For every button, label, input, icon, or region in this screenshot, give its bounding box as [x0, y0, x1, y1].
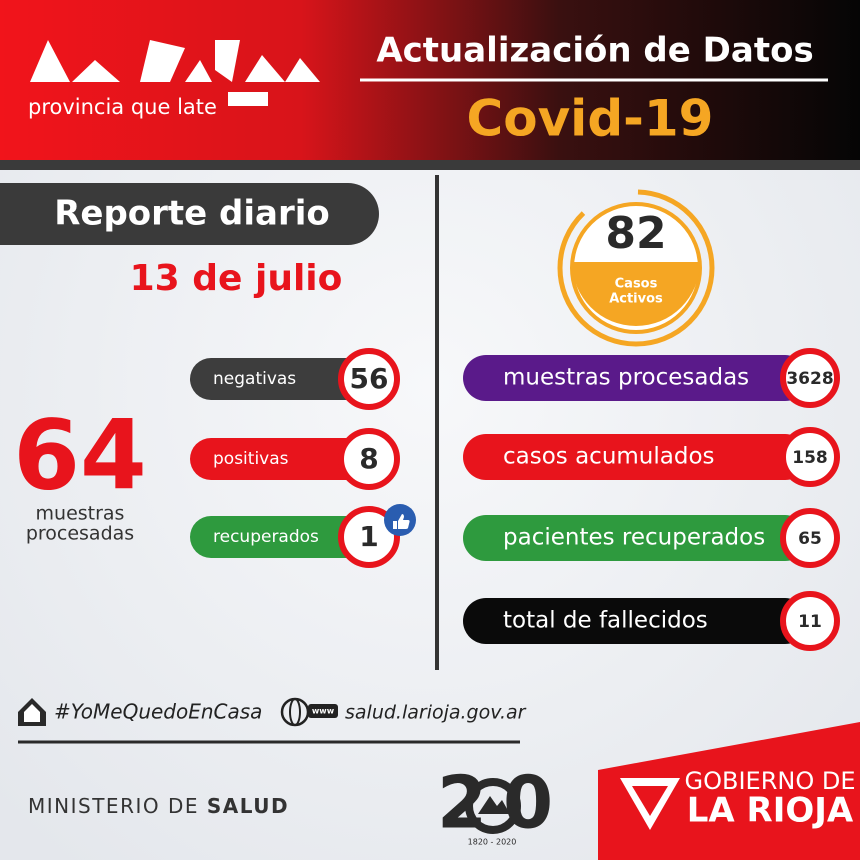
- cumulative-pill: [463, 434, 808, 480]
- ministry: MINISTERIO DE SALUD: [28, 794, 289, 818]
- cumulative-label: muestras procesadas: [503, 365, 749, 391]
- like-icon: [393, 514, 410, 529]
- daily-total: 64: [13, 399, 147, 511]
- government-text: GOBIERNO DE: [685, 767, 856, 795]
- cumulative-badge: [780, 508, 840, 568]
- daily-total-label: muestras: [36, 503, 125, 525]
- anniversary-years: 1820 - 2020: [468, 838, 517, 847]
- government-text: LA RIOJA: [687, 791, 854, 831]
- item-value: 1: [359, 520, 378, 553]
- active-value: 82: [605, 208, 666, 259]
- report-title: Reporte diario: [54, 194, 330, 234]
- cumulative-pill: [463, 598, 808, 644]
- cumulative-badge: [780, 591, 840, 651]
- government-band: [598, 722, 860, 860]
- cumulative-pill: [463, 515, 808, 561]
- government-logo: [632, 786, 668, 816]
- cumulative-badge: [780, 427, 840, 487]
- cumulative-value: 65: [798, 529, 822, 549]
- hashtag: #YoMeQuedoEnCasa: [54, 700, 262, 724]
- report-date: 13 de julio: [130, 258, 343, 299]
- cumulative-label: casos acumulados: [503, 444, 715, 470]
- anniversary-emblem: [465, 778, 521, 834]
- website: salud.larioja.gov.ar: [345, 702, 527, 724]
- cumulative-value: 158: [792, 448, 828, 468]
- www: www: [312, 707, 335, 716]
- header-subtitle: Covid-19: [467, 90, 714, 148]
- anniversary-digit: 2: [437, 761, 487, 845]
- item-pill: [190, 358, 370, 400]
- logo: [30, 40, 320, 106]
- item-label: negativas: [213, 369, 296, 389]
- item-badge: [338, 348, 400, 410]
- cumulative-value: 11: [798, 612, 822, 632]
- header-strip: [0, 160, 860, 170]
- active-ring: [557, 189, 715, 347]
- item-pill: [190, 438, 370, 480]
- active-label: Activos: [609, 292, 663, 307]
- item-value: 8: [359, 442, 378, 475]
- item-label: recuperados: [213, 527, 319, 547]
- anniversary-emblem: [478, 796, 510, 814]
- www-box: [308, 704, 338, 718]
- cumulative-label: total de fallecidos: [503, 608, 708, 634]
- ministry-text: SALUD: [207, 794, 289, 818]
- item-pill: [190, 516, 370, 558]
- item-label: positivas: [213, 449, 289, 469]
- daily-total-label: procesadas: [26, 523, 134, 545]
- active-fill: [572, 262, 700, 326]
- active-label: Casos: [615, 277, 658, 292]
- daily-items: negativas 56 positivas 8 recuperados 1: [190, 348, 400, 568]
- globe-icon: [289, 698, 301, 726]
- report-pill: [0, 183, 379, 245]
- item-badge: [338, 506, 400, 568]
- cumulative-badge: [780, 348, 840, 408]
- anniversary-digit: 0: [503, 761, 553, 845]
- cumulative-items: muestras procesadas 3628 casos acumulados 1…: [463, 348, 840, 651]
- tagline: provincia que late: [28, 95, 217, 119]
- cumulative-label: pacientes recuperados: [503, 525, 765, 551]
- home-icon-inner: [24, 704, 40, 722]
- item-badge: [338, 428, 400, 490]
- cumulative-value: 3628: [786, 369, 833, 389]
- header-title: Actualización de Datos: [376, 31, 813, 71]
- ministry-text: MINISTERIO DE: [28, 794, 199, 818]
- item-value: 56: [350, 362, 389, 395]
- cumulative-pill: [463, 355, 808, 401]
